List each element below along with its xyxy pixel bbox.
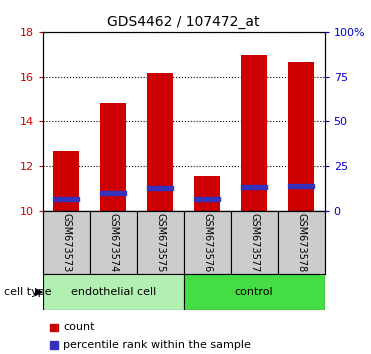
Bar [278,211,325,274]
Bar [100,103,126,211]
Bar [137,211,184,274]
Text: GSM673573: GSM673573 [61,212,71,272]
Text: ▶: ▶ [35,287,44,297]
Bar [288,62,314,211]
Bar [194,197,220,201]
Bar [90,211,137,274]
Text: percentile rank within the sample: percentile rank within the sample [63,340,251,350]
Bar [184,211,231,274]
Bar [53,197,79,201]
Bar [147,186,173,190]
Bar [231,211,278,274]
Bar [147,73,173,211]
Bar [288,184,314,188]
Bar [241,55,267,211]
Text: GSM673577: GSM673577 [249,212,259,272]
Text: GSM673576: GSM673576 [202,212,212,272]
Bar [184,274,325,310]
Bar [53,152,79,211]
Text: cell type: cell type [4,287,51,297]
Bar [43,274,184,310]
Text: count: count [63,322,95,332]
Text: GSM673578: GSM673578 [296,212,306,272]
Text: GSM673574: GSM673574 [108,212,118,272]
Text: GSM673575: GSM673575 [155,212,165,272]
Bar [43,211,90,274]
Bar [241,185,267,189]
Bar [100,191,126,195]
Bar [194,176,220,211]
Text: endothelial cell: endothelial cell [70,287,156,297]
Title: GDS4462 / 107472_at: GDS4462 / 107472_at [107,16,260,29]
Text: control: control [235,287,273,297]
